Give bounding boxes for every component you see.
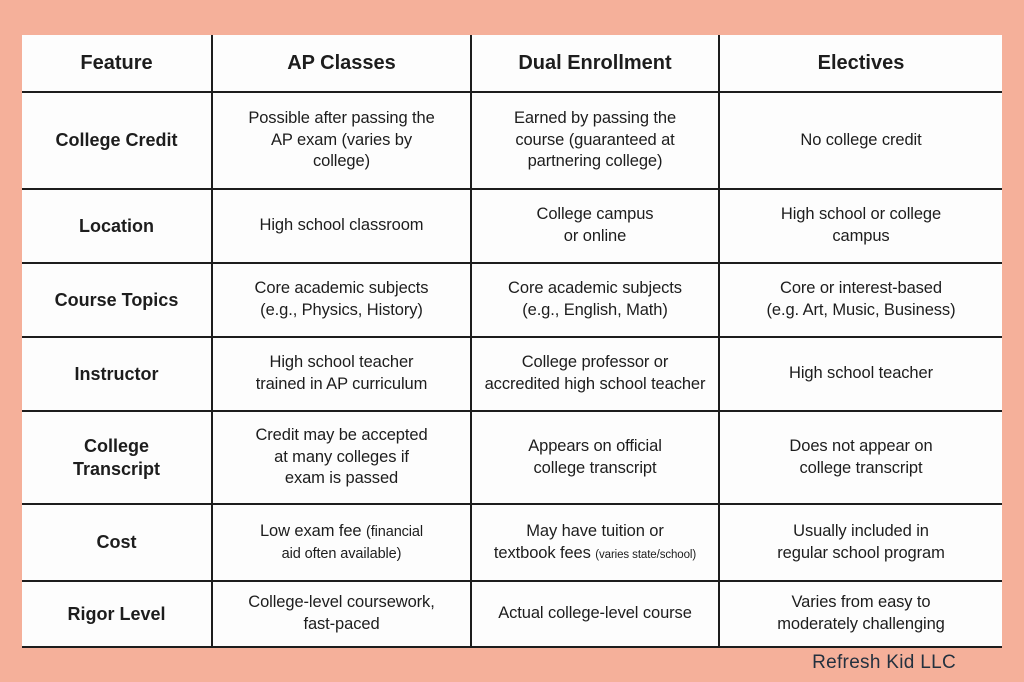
comparison-table: Feature AP Classes Dual Enrollment Elect… <box>22 35 1002 648</box>
table-cell-text: High school teacher trained in AP curric… <box>256 352 428 396</box>
table-cell-text: High school classroom <box>260 215 424 237</box>
text-run: College-level coursework, fast-paced <box>248 593 435 633</box>
feature-label-row-5: Cost <box>22 505 213 582</box>
feature-label-text: Instructor <box>74 363 159 384</box>
table-cell-r2-c1: Core academic subjects (e.g., English, M… <box>472 264 720 338</box>
feature-label-text: College Credit <box>55 130 178 151</box>
feature-label-row-2: Course Topics <box>22 264 213 338</box>
feature-label-row-1: Location <box>22 190 213 264</box>
table-cell-r5-c1: May have tuition or textbook fees (varie… <box>472 505 720 582</box>
column-header-electives: Electives <box>720 35 1002 93</box>
table-cell-text: Varies from easy to moderately challengi… <box>777 592 945 636</box>
table-cell-text: Core academic subjects (e.g., English, M… <box>508 278 682 322</box>
comparison-card: Feature AP Classes Dual Enrollment Elect… <box>22 35 1002 648</box>
table-cell-text: High school teacher <box>789 363 933 385</box>
text-run: Low exam fee <box>259 521 366 540</box>
text-run: Varies from easy to moderately challengi… <box>777 593 945 633</box>
table-cell-text: Core academic subjects (e.g., Physics, H… <box>255 278 429 322</box>
feature-label-text: Rigor Level <box>67 603 166 624</box>
text-run: (varies state/school) <box>595 548 697 561</box>
table-cell-r0-c1: Earned by passing the course (guaranteed… <box>472 93 720 190</box>
feature-label-text: Location <box>79 215 154 236</box>
table-cell-text: College professor or accredited high sch… <box>485 352 706 396</box>
feature-label-text: College Transcript <box>72 436 161 479</box>
table-cell-text: Actual college-level course <box>498 603 692 625</box>
watermark-text: Refresh Kid LLC <box>812 652 956 673</box>
feature-label-row-0: College Credit <box>22 93 213 190</box>
feature-label-row-6: Rigor Level <box>22 582 213 648</box>
table-cell-r1-c0: High school classroom <box>213 190 472 264</box>
table-cell-text: Low exam fee (financial aid often availa… <box>260 521 423 565</box>
table-cell-text: Credit may be accepted at many colleges … <box>255 425 427 490</box>
text-run: College professor or accredited high sch… <box>484 353 706 393</box>
text-run: (financial aid often available) <box>281 523 424 562</box>
table-cell-r3-c1: College professor or accredited high sch… <box>472 338 720 412</box>
table-cell-r5-c0: Low exam fee (financial aid often availa… <box>213 505 472 582</box>
text-run: High school classroom <box>259 216 424 235</box>
table-cell-r3-c0: High school teacher trained in AP curric… <box>213 338 472 412</box>
column-header-feature: Feature <box>22 35 213 93</box>
table-cell-text: Possible after passing the AP exam (vari… <box>248 108 434 173</box>
column-header-ap-classes: AP Classes <box>213 35 472 93</box>
column-header-dual-enrollment: Dual Enrollment <box>472 35 720 93</box>
table-cell-r4-c0: Credit may be accepted at many colleges … <box>213 412 472 505</box>
text-run: College campus or online <box>536 205 654 245</box>
text-run: Credit may be accepted at many colleges … <box>255 425 428 488</box>
table-cell-text: No college credit <box>800 130 921 152</box>
text-run: Core or interest-based (e.g. Art, Music,… <box>766 279 956 319</box>
table-cell-r6-c2: Varies from easy to moderately challengi… <box>720 582 1002 648</box>
table-cell-text: Core or interest-based (e.g. Art, Music,… <box>767 278 956 322</box>
text-run: Does not appear on college transcript <box>789 436 933 477</box>
table-cell-r2-c0: Core academic subjects (e.g., Physics, H… <box>213 264 472 338</box>
table-cell-r6-c1: Actual college-level course <box>472 582 720 648</box>
table-cell-text: College campus or online <box>537 204 654 248</box>
text-run: May have tuition or textbook fees <box>493 521 664 562</box>
table-cell-text: May have tuition or textbook fees (varie… <box>494 521 696 565</box>
column-header-label: Feature <box>80 51 153 74</box>
table-cell-text: Does not appear on college transcript <box>789 436 932 480</box>
column-header-label: Electives <box>817 51 905 74</box>
text-run: Usually included in regular school progr… <box>777 521 945 562</box>
text-run: Core academic subjects (e.g., English, M… <box>508 279 682 319</box>
table-cell-text: College-level coursework, fast-paced <box>248 592 435 636</box>
table-cell-text: High school or college campus <box>781 204 941 248</box>
text-run: Earned by passing the course (guaranteed… <box>513 108 677 171</box>
table-cell-text: Usually included in regular school progr… <box>777 521 945 565</box>
table-cell-text: Earned by passing the course (guaranteed… <box>514 108 676 173</box>
table-cell-r1-c1: College campus or online <box>472 190 720 264</box>
table-cell-r4-c1: Appears on official college transcript <box>472 412 720 505</box>
text-run: High school teacher trained in AP curric… <box>255 353 428 393</box>
text-run: High school or college campus <box>780 205 942 245</box>
text-run: Appears on official college transcript <box>528 436 662 477</box>
text-run: No college credit <box>800 130 922 149</box>
table-cell-r4-c2: Does not appear on college transcript <box>720 412 1002 505</box>
text-run: Possible after passing the AP exam (vari… <box>248 108 435 171</box>
table-cell-r0-c0: Possible after passing the AP exam (vari… <box>213 93 472 190</box>
text-run: High school teacher <box>789 364 933 383</box>
table-cell-r3-c2: High school teacher <box>720 338 1002 412</box>
feature-label-row-3: Instructor <box>22 338 213 412</box>
feature-label-text: Cost <box>96 532 137 553</box>
table-cell-r6-c0: College-level coursework, fast-paced <box>213 582 472 648</box>
column-header-label: Dual Enrollment <box>518 51 672 74</box>
table-cell-r2-c2: Core or interest-based (e.g. Art, Music,… <box>720 264 1002 338</box>
feature-label-row-4: College Transcript <box>22 412 213 505</box>
table-cell-text: Appears on official college transcript <box>528 436 662 480</box>
table-cell-r5-c2: Usually included in regular school progr… <box>720 505 1002 582</box>
text-run: Core academic subjects (e.g., Physics, H… <box>254 279 429 319</box>
column-header-label: AP Classes <box>287 51 396 74</box>
table-cell-r0-c2: No college credit <box>720 93 1002 190</box>
text-run: Actual college-level course <box>498 604 692 623</box>
table-cell-r1-c2: High school or college campus <box>720 190 1002 264</box>
feature-label-text: Course Topics <box>54 289 179 310</box>
